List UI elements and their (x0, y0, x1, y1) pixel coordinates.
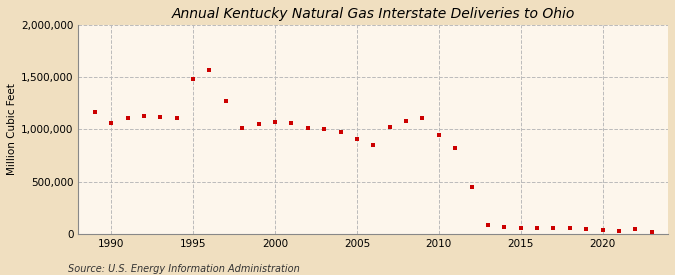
Point (286, 121, 297, 125)
Point (630, 227, 641, 232)
Point (204, 68, 215, 72)
Point (122, 116, 133, 120)
Point (319, 127, 329, 132)
Point (155, 115, 166, 119)
Point (106, 121, 117, 125)
Point (188, 77, 198, 81)
Point (450, 146, 460, 150)
Point (368, 143, 379, 147)
Title: Annual Kentucky Natural Gas Interstate Deliveries to Ohio: Annual Kentucky Natural Gas Interstate D… (171, 7, 575, 21)
Point (532, 226, 543, 230)
Point (237, 126, 248, 131)
Point (580, 227, 591, 231)
Point (90, 109, 101, 114)
Point (564, 226, 575, 230)
Point (384, 125, 395, 130)
Y-axis label: Million Cubic Feet: Million Cubic Feet (7, 84, 17, 175)
Text: Source: U.S. Energy Information Administration: Source: U.S. Energy Information Administ… (68, 264, 299, 274)
Point (401, 119, 412, 123)
Point (253, 122, 264, 127)
Point (646, 230, 657, 234)
Point (138, 114, 149, 118)
Point (466, 185, 477, 189)
Point (433, 133, 444, 137)
Point (171, 116, 182, 120)
Point (352, 137, 362, 141)
Point (417, 116, 428, 120)
Point (269, 120, 280, 124)
Point (483, 223, 493, 227)
Point (499, 224, 510, 229)
Point (515, 226, 526, 230)
Point (614, 229, 624, 233)
Point (302, 126, 313, 131)
Point (597, 228, 608, 232)
Point (548, 226, 559, 230)
Point (221, 99, 232, 103)
Point (335, 129, 346, 134)
